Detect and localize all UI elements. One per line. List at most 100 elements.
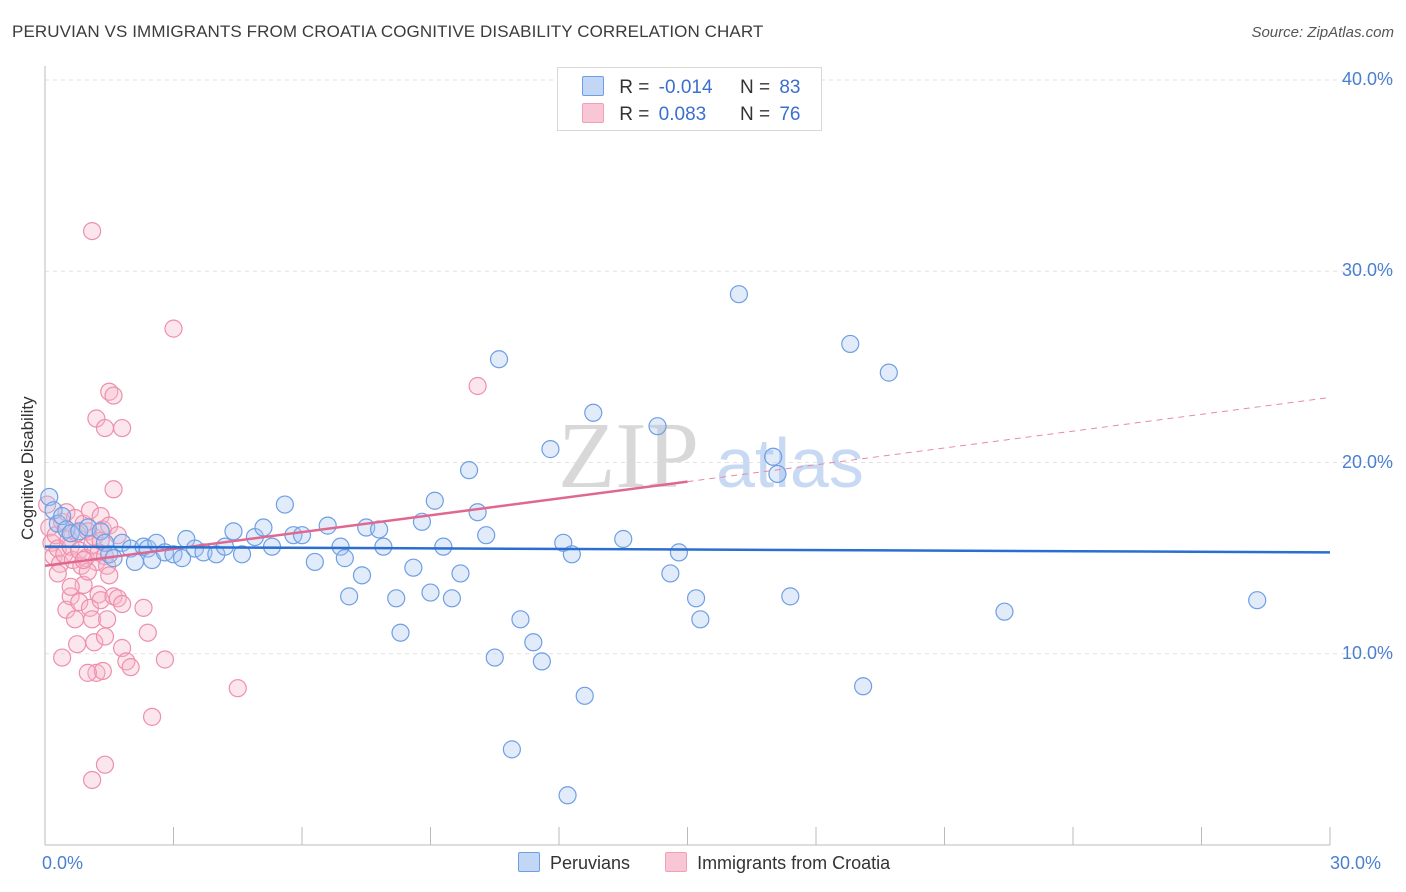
watermark-atlas: atlas [716,424,864,502]
watermark-zip: ZIP [558,404,699,508]
croatia-point [61,577,80,596]
croatia-point [83,221,102,241]
peruvian-point [584,403,603,422]
peruvian-point [511,610,530,629]
croatia-point [83,770,102,790]
peruvian-point [374,537,393,556]
legend-n-value: 76 [779,104,801,125]
croatia-point [68,635,87,654]
watermark: ZIP atlas [558,404,864,508]
peruvian-point [387,589,406,608]
peruvian-point [425,491,444,510]
peruvian-point [485,648,504,667]
chart-title: PERUVIAN VS IMMIGRANTS FROM CROATIA COGN… [12,22,764,41]
croatia-point [100,566,119,585]
peruvian-point [669,543,689,562]
croatia-point [95,627,115,646]
peruvian-point [451,564,470,583]
peruvian-point [558,786,577,805]
y-tick-label: 10.0% [1341,642,1393,663]
croatia-point [138,623,157,642]
peruvian-point [335,549,354,568]
legend-n-value: 83 [779,77,801,98]
croatia-point [95,755,115,774]
y-tick-label: 20.0% [1341,451,1393,472]
croatia-point [112,638,132,658]
croatia-point [164,319,183,338]
croatia-point [78,663,97,682]
croatia-point [70,593,89,612]
peruvian-point [477,526,496,545]
peruvian-point [489,350,509,369]
peruvian-point [524,633,543,652]
peruvian-point [614,529,633,549]
peruvian-point [331,537,350,556]
croatia-point [53,648,72,667]
peruvian-point [232,545,252,564]
legend-label-peruvians: Peruvians [550,853,631,873]
croatia-point [155,650,175,669]
croatia-point [228,679,247,698]
croatia-point [78,562,97,581]
peruvian-point [661,564,680,583]
legend-n-label: N = [739,77,771,98]
croatia-point [98,610,117,629]
legend-row-croatia: R = 0.083 N = 76 [582,103,800,127]
peruvian-point [224,522,243,541]
legend-swatch-croatia [582,103,604,123]
croatia-point [142,707,162,726]
peruvian-point [879,363,898,382]
legend-label-croatia: Immigrants from Croatia [697,853,891,873]
peruvian-point [172,549,192,568]
peruvian-point [318,516,337,535]
peruvian-point [352,566,372,585]
peruvian-point [459,461,479,480]
croatia-point [83,610,102,629]
croatia-point [468,376,487,396]
peruvian-point [995,602,1014,621]
peruvian-point [764,447,783,466]
croatia-trend-line [44,480,688,568]
legend-row-peruvians: R = -0.014 N = 83 [582,76,800,100]
peruvian-point [541,440,560,459]
croatia-point [104,480,123,499]
axes [44,66,1331,846]
croatia-point [48,564,67,583]
peruvian-point [404,558,423,577]
croatia-point [134,598,153,617]
croatia-point [104,386,123,405]
croatia-trend-extension [687,396,1331,483]
legend-r-label: R = [619,77,650,98]
croatia-point [121,658,140,677]
peruvian-point [340,587,359,606]
series-peruvians-points [40,285,1267,805]
peruvian-point [768,464,787,484]
peruvian-point [254,518,273,537]
legend-stats: R = -0.014 N = 83 R = 0.083 N = 76 [557,67,822,131]
x-tick-label-max: 30.0% [1330,853,1382,873]
peruvian-point [502,740,521,759]
legend-item-croatia[interactable]: Immigrants from Croatia [665,852,890,874]
peruvian-point [841,334,860,354]
trend-lines [44,396,1331,568]
croatia-point [95,418,115,438]
peruvian-point [648,417,667,436]
legend-swatch-peruvians [518,852,540,872]
legend-r-value: -0.014 [658,77,713,98]
peruvian-point [442,589,462,608]
peruvian-point [691,610,710,629]
legend-swatch-croatia [665,852,688,872]
peruvian-point [729,285,749,304]
peruvian-point [686,589,706,608]
legend-r-value: 0.083 [658,104,707,125]
peruvians-trend-line [44,545,1331,554]
peruvian-point [70,522,89,541]
legend-item-peruvians[interactable]: Peruvians [518,852,630,874]
peruvian-point [292,526,312,545]
y-tick-label: 30.0% [1341,260,1393,281]
croatia-point [112,594,132,614]
croatia-point [93,661,112,681]
legend-r-label: R = [619,104,650,125]
peruvian-point [421,583,440,602]
